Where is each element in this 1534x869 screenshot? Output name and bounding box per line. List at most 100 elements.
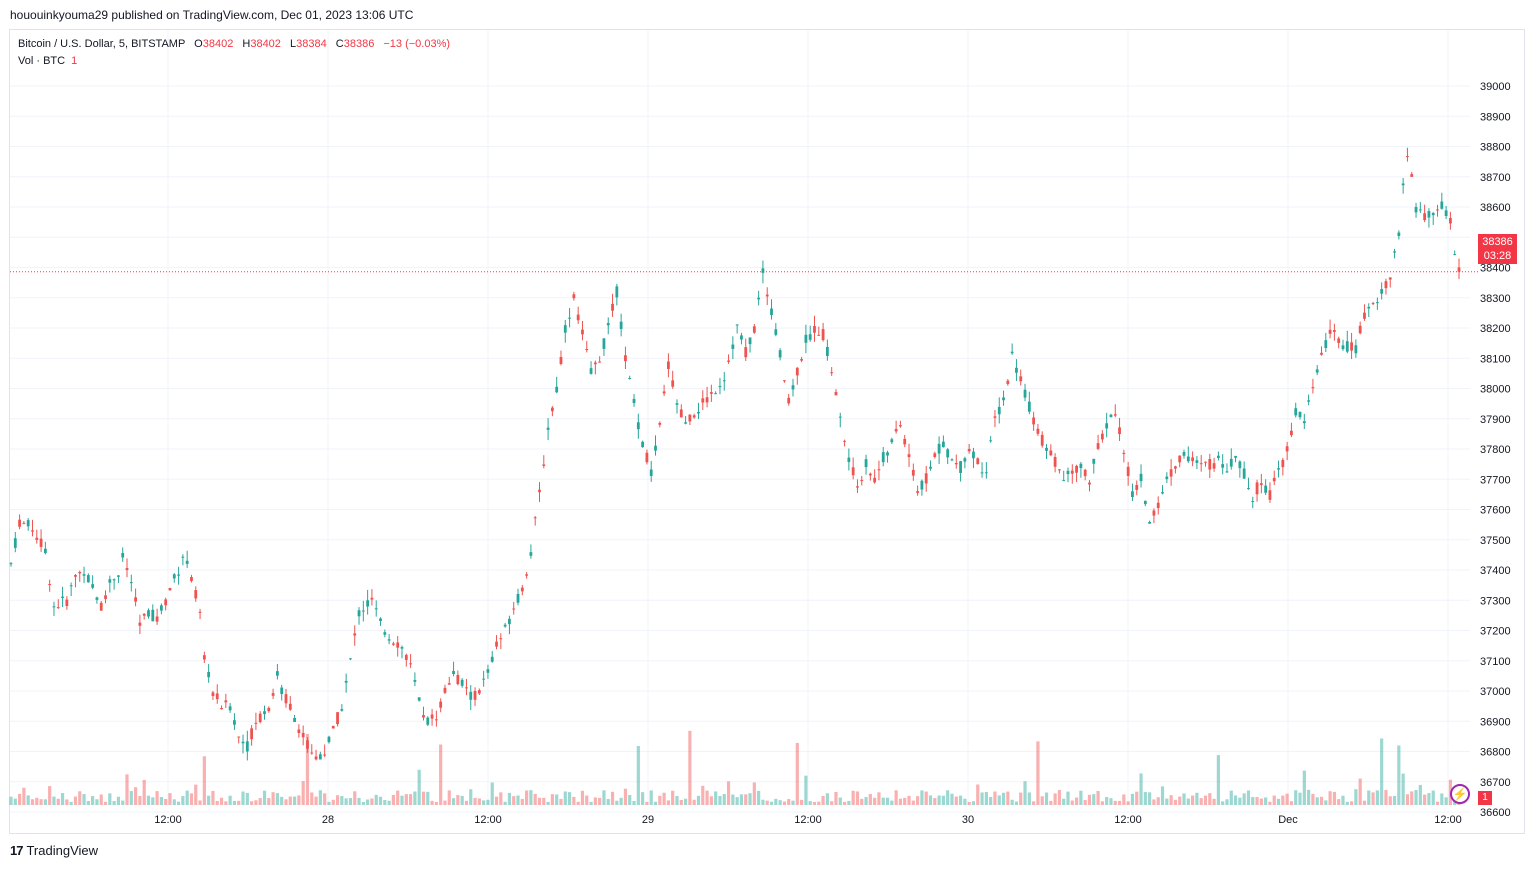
candle-body: [245, 741, 249, 752]
volume-bar: [701, 785, 705, 805]
volume-bar: [503, 801, 507, 805]
volume-bar: [787, 799, 791, 805]
volume-bar: [585, 795, 589, 805]
volume-bar: [1182, 793, 1186, 805]
candle-body: [108, 579, 112, 583]
volume-bar: [1105, 797, 1109, 805]
candle-body: [1148, 521, 1152, 524]
volume-bar: [907, 795, 911, 805]
volume-bar: [469, 789, 473, 805]
volume-bar: [1268, 801, 1272, 805]
candle-body: [323, 754, 327, 756]
volume-bar: [748, 793, 752, 805]
symbol-label[interactable]: Bitcoin / U.S. Dollar, 5, BITSTAMP: [18, 38, 186, 50]
volume-bar: [396, 790, 400, 805]
volume-bar: [494, 796, 499, 805]
volume-bar: [413, 791, 417, 805]
volume-bar: [537, 797, 542, 805]
ohlc-row: Bitcoin / U.S. Dollar, 5, BITSTAMP O3840…: [18, 36, 450, 53]
volume-bar: [1315, 797, 1319, 805]
candle-body: [907, 454, 911, 458]
volume-bar: [1255, 797, 1259, 805]
candle-body: [280, 687, 284, 695]
candle-body: [636, 422, 640, 430]
tradingview-logo[interactable]: 17 TradingView: [10, 843, 98, 858]
chart-frame[interactable]: [9, 29, 1525, 834]
candle-body: [74, 575, 77, 577]
volume-bar: [1023, 781, 1027, 805]
publish-info: hououinkyouma29 published on TradingView…: [10, 8, 414, 22]
candle-body: [1436, 209, 1439, 211]
candle-body: [1023, 389, 1027, 398]
volume-label[interactable]: Vol · BTC: [18, 55, 66, 67]
candle-body: [336, 712, 339, 725]
candle-body: [774, 329, 778, 335]
candle-body: [512, 608, 516, 610]
volume-bar: [482, 800, 486, 805]
volume-bar: [439, 744, 443, 805]
volume-bar: [744, 794, 748, 805]
candle-body: [26, 520, 30, 527]
tradingview-mark-icon: 17: [10, 843, 24, 858]
volume-bar: [1109, 798, 1113, 805]
volume-bar: [60, 793, 65, 805]
volume-bar: [683, 798, 688, 805]
candle-body: [400, 647, 404, 649]
candle-body: [1371, 303, 1375, 305]
candle-body: [1212, 463, 1216, 469]
candle-body: [426, 717, 430, 725]
volume-bar: [103, 801, 108, 805]
candle-body: [1105, 423, 1109, 429]
candle-body: [1281, 459, 1285, 468]
candle-body: [718, 386, 722, 388]
candle-body: [830, 372, 834, 374]
candle-body: [1315, 369, 1319, 373]
candle-body: [1186, 456, 1190, 462]
candle-body: [190, 577, 193, 582]
volume-bar: [232, 800, 237, 805]
candle-body: [899, 425, 902, 427]
volume-bar: [898, 798, 903, 805]
volume-bar: [559, 798, 563, 805]
volume-bar: [1208, 793, 1212, 805]
candle-body: [168, 588, 172, 591]
volume-bar: [1302, 770, 1306, 805]
candle-body: [1036, 428, 1040, 434]
volume-bar: [421, 791, 426, 805]
candle-body: [963, 458, 967, 462]
candle-body: [1113, 414, 1117, 416]
candle-body: [838, 416, 842, 418]
volume-bar: [301, 781, 305, 805]
candle-body: [624, 355, 627, 362]
brand-name: TradingView: [26, 843, 99, 858]
candle-body: [422, 715, 425, 718]
volume-bar: [82, 794, 86, 805]
volume-bar: [434, 801, 438, 805]
candle-body: [929, 466, 932, 469]
volume-bar: [1036, 741, 1040, 805]
lightning-icon[interactable]: ⚡: [1450, 784, 1470, 804]
candle-body: [125, 568, 129, 571]
volume-bar: [258, 798, 262, 805]
candle-body: [1010, 351, 1014, 354]
volume-bar: [1083, 800, 1087, 805]
volume-value: 1: [71, 55, 78, 67]
candle-body: [91, 584, 95, 588]
volume-bar: [267, 798, 271, 805]
candle-body: [903, 438, 907, 445]
y-tick-label: 39000: [1480, 81, 1511, 93]
candle-body: [1165, 476, 1169, 480]
candle-body: [310, 752, 314, 754]
volume-bar: [9, 796, 13, 805]
volume-bar: [980, 792, 984, 805]
candle-body: [1096, 443, 1100, 449]
volume-bar: [709, 796, 713, 805]
volume-bar: [78, 791, 82, 805]
volume-bar: [43, 799, 47, 805]
volume-bar: [176, 801, 181, 805]
volume-bar: [305, 733, 310, 805]
volume-bar: [705, 790, 709, 805]
y-tick-label: 36800: [1480, 747, 1511, 759]
candle-body: [727, 360, 730, 362]
